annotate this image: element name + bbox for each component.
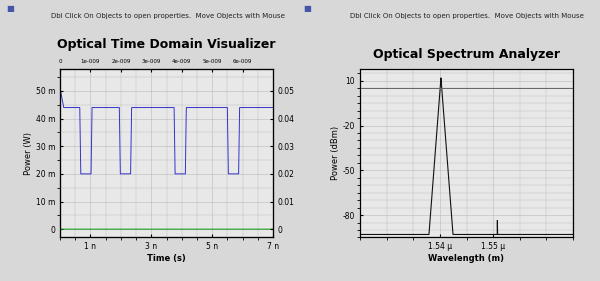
Y-axis label: Power (dBm): Power (dBm) xyxy=(331,126,340,180)
Text: ■: ■ xyxy=(303,4,311,13)
Y-axis label: Power (W): Power (W) xyxy=(24,132,33,175)
Text: Dbl Click On Objects to open properties.  Move Objects with Mouse: Dbl Click On Objects to open properties.… xyxy=(350,13,584,19)
Text: Dbl Click On Objects to open properties.  Move Objects with Mouse: Dbl Click On Objects to open properties.… xyxy=(51,13,285,19)
Title: Optical Time Domain Visualizer: Optical Time Domain Visualizer xyxy=(57,38,276,51)
X-axis label: Time (s): Time (s) xyxy=(147,254,186,263)
Title: Optical Spectrum Analyzer: Optical Spectrum Analyzer xyxy=(373,48,560,61)
Text: ■: ■ xyxy=(6,4,14,13)
X-axis label: Wavelength (m): Wavelength (m) xyxy=(428,254,505,263)
